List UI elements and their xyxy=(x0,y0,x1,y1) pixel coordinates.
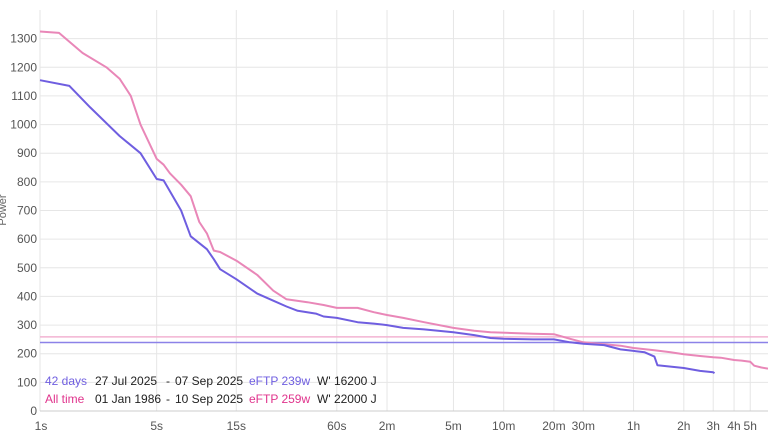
y-tick-label: 1300 xyxy=(10,32,37,46)
legend-wprime: W' 22000 J xyxy=(317,392,377,406)
legend-wprime: W' 16200 J xyxy=(317,374,377,388)
series-line-all-time[interactable] xyxy=(39,30,768,370)
y-tick-label: 800 xyxy=(17,175,37,189)
x-tick-label: 1h xyxy=(627,419,640,433)
x-tick-label: 5s xyxy=(150,419,163,433)
x-tick-label: 2h xyxy=(677,419,690,433)
legend-row-all-time: All time 01 Jan 1986-10 Sep 2025 eFTP 259w… xyxy=(45,390,377,408)
y-tick-label: 1200 xyxy=(10,60,37,74)
legend-date-separator: - xyxy=(166,392,170,406)
x-tick-label: 60s xyxy=(327,419,346,433)
chart-series xyxy=(39,30,768,375)
x-tick-label: 15s xyxy=(227,419,246,433)
legend-eftp: eFTP 239w xyxy=(249,374,311,388)
y-axis-label: Power xyxy=(0,194,9,226)
y-tick-label: 700 xyxy=(17,204,37,218)
legend-series-name: 42 days xyxy=(45,374,88,388)
legend-start-date: 01 Jan 1986 xyxy=(95,392,162,406)
x-tick-label: 30m xyxy=(572,419,595,433)
legend-start-date: 27 Jul 2025 xyxy=(95,374,158,388)
y-tick-label: 900 xyxy=(17,146,37,160)
legend-end-date: 10 Sep 2025 xyxy=(175,392,244,406)
y-tick-label: 1100 xyxy=(11,89,37,103)
x-tick-label: 1s xyxy=(35,419,48,433)
x-axis-ticks: 1s 5s 15s 60s 2m 5m 10m 20m 30m 1h 2h 3h 4h 5h xyxy=(35,419,757,433)
y-tick-label: 300 xyxy=(17,318,37,332)
legend-row-42-days: 42 days 27 Jul 2025-07 Sep 2025 eFTP 239w W… xyxy=(45,372,377,390)
y-tick-label: 200 xyxy=(17,347,37,361)
y-tick-label: 0 xyxy=(30,404,37,418)
x-tick-label: 5m xyxy=(445,419,462,433)
x-tick-label: 4h xyxy=(727,419,740,433)
eftp-reference-lines xyxy=(40,336,768,344)
series-line-42-days[interactable] xyxy=(39,79,716,375)
legend-eftp: eFTP 259w xyxy=(249,392,311,406)
y-tick-label: 100 xyxy=(17,375,37,389)
y-tick-label: 600 xyxy=(17,232,37,246)
y-axis-ticks: 0 100 200 300 400 500 600 700 800 900 1000 1100 1200… xyxy=(10,32,37,418)
legend-date-separator: - xyxy=(166,374,170,388)
x-tick-label: 5h xyxy=(744,419,757,433)
x-tick-label: 20m xyxy=(542,419,565,433)
x-tick-label: 3h xyxy=(707,419,720,433)
chart-legend: 42 days 27 Jul 2025-07 Sep 2025 eFTP 239w W… xyxy=(45,372,377,408)
x-tick-label: 10m xyxy=(492,419,515,433)
legend-end-date: 07 Sep 2025 xyxy=(175,374,244,388)
x-tick-label: 2m xyxy=(379,419,396,433)
y-tick-label: 400 xyxy=(17,289,37,303)
legend-series-name: All time xyxy=(45,392,85,406)
y-tick-label: 1000 xyxy=(10,118,37,132)
y-tick-label: 500 xyxy=(17,261,37,275)
